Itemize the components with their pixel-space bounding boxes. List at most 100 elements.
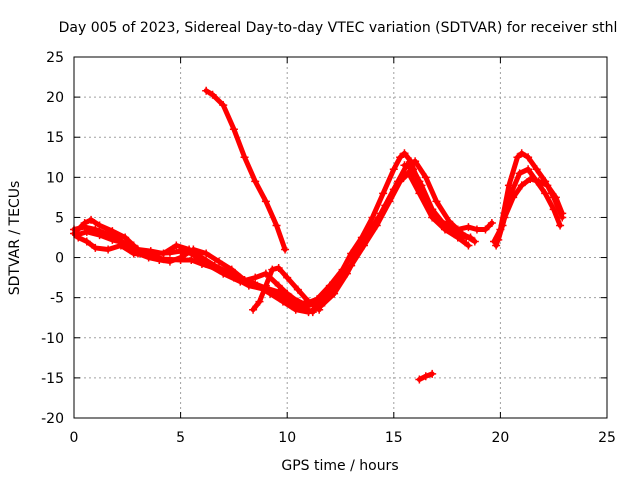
x-tick-label: 15 xyxy=(385,430,403,446)
x-tick-label: 20 xyxy=(491,430,509,446)
data-point xyxy=(251,177,260,186)
data-point xyxy=(408,165,417,174)
data-point xyxy=(470,237,479,246)
data-point xyxy=(492,241,501,250)
data-point xyxy=(274,263,283,272)
plot-frame xyxy=(73,56,608,419)
data-point xyxy=(315,305,324,314)
data-point xyxy=(421,173,430,182)
data-point xyxy=(377,209,386,218)
data-point xyxy=(524,165,533,174)
data-point xyxy=(268,265,277,274)
data-point xyxy=(304,297,313,306)
data-point xyxy=(249,279,258,288)
chart-title: Day 005 of 2023, Sidereal Day-to-day VTE… xyxy=(59,20,618,36)
data-point xyxy=(197,253,206,262)
data-point xyxy=(165,257,174,266)
grid-lines xyxy=(74,57,607,418)
data-point xyxy=(251,273,260,282)
data-point xyxy=(398,173,407,182)
data-point xyxy=(445,221,454,230)
data-points xyxy=(70,86,567,384)
data-point xyxy=(214,257,223,266)
data-point xyxy=(428,369,437,378)
data-point xyxy=(532,165,541,174)
data-point xyxy=(534,177,543,186)
series-11 xyxy=(494,174,567,244)
y-axis-label: SDTVAR / TECUs xyxy=(7,181,23,296)
data-point xyxy=(121,239,130,248)
x-tick-label: 25 xyxy=(598,430,616,446)
axis-ticks: 0 5 10 15 20 25 -20 -15 -10 -5 0 5 10 15 20 25 xyxy=(41,50,616,446)
data-point xyxy=(185,245,194,254)
data-point xyxy=(146,247,155,256)
data-point xyxy=(155,255,164,264)
data-point xyxy=(208,90,217,99)
data-point xyxy=(202,249,211,258)
y-tick-label: 25 xyxy=(46,50,64,66)
y-tick-label: -10 xyxy=(41,331,64,347)
data-point xyxy=(104,245,113,254)
data-point xyxy=(379,189,388,198)
data-point xyxy=(342,269,351,278)
data-point xyxy=(300,300,309,309)
data-point xyxy=(304,308,313,317)
data-point xyxy=(351,245,360,254)
y-tick-label: -20 xyxy=(41,411,64,427)
data-point xyxy=(515,169,524,178)
data-point xyxy=(541,189,550,198)
data-point xyxy=(236,273,245,282)
data-point xyxy=(415,375,424,384)
data-point xyxy=(400,149,409,158)
data-point xyxy=(283,273,292,282)
data-point xyxy=(464,223,473,232)
data-point xyxy=(291,305,300,314)
data-point xyxy=(556,221,565,230)
data-point xyxy=(261,197,270,206)
data-point xyxy=(133,245,142,254)
data-point xyxy=(223,267,232,276)
data-point xyxy=(472,225,481,234)
data-point xyxy=(210,261,219,270)
data-point xyxy=(464,241,473,250)
data-point xyxy=(82,237,91,246)
data-point xyxy=(389,185,398,194)
data-point xyxy=(249,305,258,314)
data-point xyxy=(453,225,462,234)
data-point xyxy=(144,253,153,262)
data-point xyxy=(278,297,287,306)
data-point xyxy=(513,153,522,162)
data-point xyxy=(293,285,302,294)
data-point xyxy=(396,153,405,162)
data-point xyxy=(551,193,560,202)
data-point xyxy=(432,197,441,206)
data-point xyxy=(543,181,552,190)
series-7 xyxy=(400,161,496,234)
data-point xyxy=(558,209,567,218)
data-point xyxy=(338,265,347,274)
data-point xyxy=(87,215,96,224)
data-point xyxy=(494,235,503,244)
data-point xyxy=(219,101,228,110)
data-point xyxy=(274,288,283,297)
data-point xyxy=(82,227,91,236)
data-point xyxy=(272,221,281,230)
data-point xyxy=(95,221,104,230)
data-point xyxy=(481,225,490,234)
data-point xyxy=(176,253,185,262)
data-point xyxy=(417,181,426,190)
data-point xyxy=(389,165,398,174)
data-point xyxy=(159,249,168,258)
data-point xyxy=(526,174,535,183)
data-point xyxy=(229,125,238,134)
data-point xyxy=(400,161,409,170)
data-point xyxy=(368,213,377,222)
data-point xyxy=(317,301,326,310)
data-point xyxy=(364,229,373,238)
data-point xyxy=(330,289,339,298)
data-point xyxy=(428,205,437,214)
x-tick-label: 5 xyxy=(176,430,185,446)
data-point xyxy=(436,217,445,226)
series-6 xyxy=(249,263,324,314)
